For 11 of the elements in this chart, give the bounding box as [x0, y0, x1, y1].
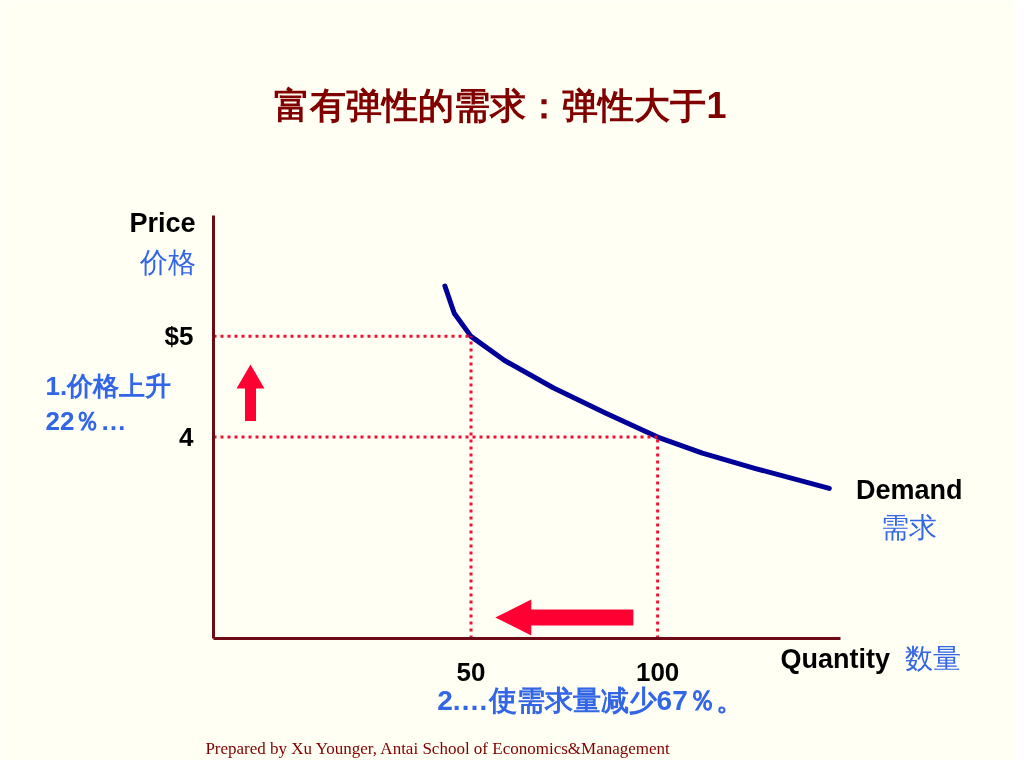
x-tick-label: 50 [456, 656, 486, 687]
y-tick-label: 4 [179, 422, 195, 453]
text: 1.价格上升 22％… [45, 370, 172, 436]
x-tick-label: 100 [635, 656, 680, 687]
chart-title: 富有弹性的需求：弹性大于1 [274, 85, 727, 126]
series-label: Demand 需求 [856, 475, 963, 543]
x-axis-title: Quantity 数量 [780, 643, 961, 674]
text: Prepared by Xu Younger, Antai School of Economics&Management [205, 739, 671, 758]
y-tick-label: $5 [164, 321, 194, 352]
text: 2.…使需求量减少67％。 [437, 685, 744, 716]
y-axis-title: Price 价格 [129, 207, 196, 278]
